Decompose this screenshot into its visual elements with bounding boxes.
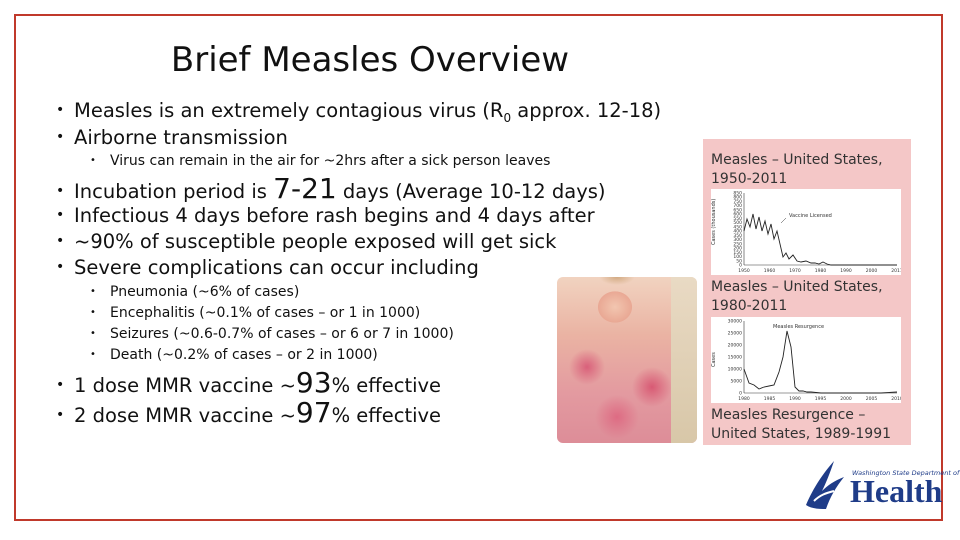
bullet-dot: • (56, 183, 65, 199)
c1x-tick-label: 2000 (866, 268, 878, 274)
chart1-cases-1950-2011: Cases (thousands) 850 800 750 700 650 600 550 5… (711, 189, 901, 275)
bullet-dot: • (56, 233, 65, 249)
complication-item: • Pneumonia (~6% of cases) (90, 284, 300, 300)
health-mountain-icon (806, 461, 844, 509)
c1x-tick-label: 1990 (840, 268, 852, 274)
washington-health-logo: Washington State Department of Health (800, 455, 959, 515)
bullet-contagious: • Measles is an extremely contagious viru… (56, 99, 662, 125)
c1y-tick-label: 50 (736, 258, 742, 264)
c2x-tick-label: 2005 (866, 396, 878, 402)
c1y-tick-label: 150 (733, 250, 742, 256)
chart1-ylabel: Cases (thousands) (711, 199, 717, 245)
complication-item: • Encephalitis (~0.1% of cases – or 1 in … (90, 305, 421, 321)
chart2-cases-1980-2011: Cases 30000 25000 20000 15000 10000 5000 0 Mea… (711, 317, 901, 403)
c1x-tick-label: 1960 (764, 268, 776, 274)
bullet-vaccine-2-dose: • 2 dose MMR vaccine ~97% effective (56, 396, 442, 429)
measles-rash-photo (557, 277, 697, 443)
c1y-tick-label: 400 (733, 229, 742, 235)
c1y-tick-label: 450 (733, 224, 742, 230)
chart1-title: Measles – United States, 1950-2011 (711, 152, 883, 187)
bullet-dot: • (90, 286, 96, 297)
chart2-ylabel: Cases (711, 352, 717, 367)
c1x-tick-label: 1950 (738, 268, 750, 274)
c2x-tick-label: 1995 (815, 396, 827, 402)
bullet-dot: • (56, 377, 65, 393)
c2x-tick-label: 1985 (764, 396, 776, 402)
c2y-tick-label: 20000 (728, 343, 742, 349)
chart2-title: Measles – United States, 1980-2011 (711, 279, 883, 314)
bullet-vaccine-1-dose: • 1 dose MMR vaccine ~93% effective (56, 366, 442, 399)
c1y-tick-label: 550 (733, 216, 742, 222)
bullet-susceptible: • ~90% of susceptible people exposed will… (56, 230, 557, 253)
complication-item: • Seizures (~0.6-0.7% of cases – or 6 or … (90, 326, 454, 342)
bullet-incubation: • Incubation period is 7-21 days (Average… (56, 172, 606, 205)
c2x-tick-label: 2010 (891, 396, 901, 402)
c2x-tick-label: 1980 (738, 396, 750, 402)
slide-title: Brief Measles Overview (170, 40, 570, 80)
c2y-tick-label: 25000 (728, 331, 742, 337)
bullet-dot: • (90, 328, 96, 339)
bullet-dot: • (56, 407, 65, 423)
photo-background (671, 277, 697, 443)
c1y-tick-label: 650 (733, 207, 742, 213)
bullet-dot: • (90, 155, 96, 166)
bullet-dot: • (90, 349, 96, 360)
logo-health-text: Health (850, 473, 943, 509)
slide-frame (14, 14, 943, 521)
c2y-tick-label: 5000 (731, 379, 743, 385)
c1y-tick-label: 200 (733, 246, 742, 252)
c1x-tick-label: 1970 (789, 268, 801, 274)
bullet-infectious: • Infectious 4 days before rash begins an… (56, 204, 595, 227)
logo-department-text: Washington State Department of (852, 469, 960, 477)
c1y-tick-label: 850 (733, 191, 742, 197)
c1y-tick-label: 750 (733, 199, 742, 205)
c1y-tick-label: 600 (733, 212, 742, 218)
c2y-tick-label: 30000 (728, 319, 742, 325)
c1y-tick-label: 300 (733, 237, 742, 243)
bullet-dot: • (56, 129, 65, 145)
chart1-annotation: Vaccine Licensed (789, 213, 832, 219)
c1y-tick-label: 0 (739, 263, 742, 269)
c1x-tick-label: 1980 (815, 268, 827, 274)
c2y-tick-label: 15000 (728, 355, 742, 361)
c1y-tick-label: 500 (733, 220, 742, 226)
complication-item: • Death (~0.2% of cases – or 2 in 1000) (90, 347, 378, 363)
bullet-complications: • Severe complications can occur includin… (56, 256, 479, 279)
bullet-dot: • (56, 102, 65, 118)
c1y-tick-label: 800 (733, 195, 742, 201)
c1y-tick-label: 700 (733, 203, 742, 209)
bullet-dot: • (90, 307, 96, 318)
chart2-annotation: Measles Resurgence (773, 324, 824, 330)
bullet-airborne: • Airborne transmission (56, 126, 288, 149)
c2x-tick-label: 1990 (789, 396, 801, 402)
c2y-tick-label: 10000 (728, 367, 742, 373)
c1y-tick-label: 100 (733, 254, 742, 260)
c2y-tick-label: 0 (739, 391, 742, 397)
measles-charts-panel: Measles – United States, 1950-2011 Cases… (703, 139, 911, 445)
bullet-dot: • (56, 259, 65, 275)
c2x-tick-label: 2000 (840, 396, 852, 402)
chart3-caption: Measles Resurgence – United States, 1989… (711, 407, 892, 442)
sub-bullet-air-time: • Virus can remain in the air for ~2hrs a… (90, 153, 551, 169)
c1x-tick-label: 2011 (891, 268, 901, 274)
c1y-tick-label: 350 (733, 233, 742, 239)
bullet-dot: • (56, 207, 65, 223)
c1y-tick-label: 250 (733, 241, 742, 247)
